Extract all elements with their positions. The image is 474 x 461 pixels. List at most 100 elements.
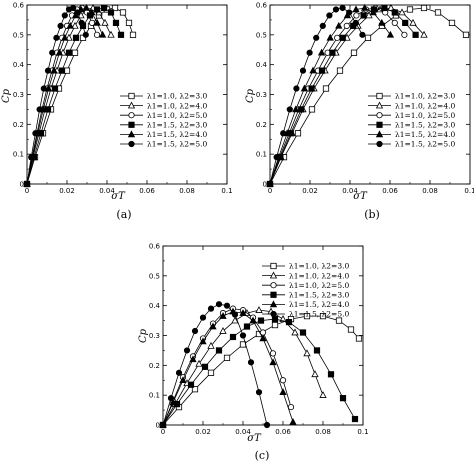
data-point	[201, 363, 209, 370]
x-tick-label: 0.06	[275, 428, 291, 436]
data-point	[420, 4, 428, 12]
data-point	[101, 18, 109, 26]
data-point	[239, 332, 247, 339]
data-point	[215, 301, 223, 308]
data-point	[82, 3, 91, 11]
y-tick-label: 0.4	[256, 61, 268, 69]
data-point	[266, 180, 274, 188]
data-point	[406, 6, 414, 13]
data-point	[309, 66, 317, 74]
legend-entry: λ1=1.5, λ2=5.0	[395, 140, 455, 149]
y-tick-label: 0.6	[149, 243, 161, 251]
data-point	[249, 316, 257, 324]
data-point	[223, 354, 231, 361]
data-point	[183, 347, 191, 354]
legend-marker	[127, 130, 136, 138]
legend-marker	[128, 121, 135, 128]
data-point	[169, 398, 177, 406]
data-point	[322, 85, 330, 92]
data-point	[57, 22, 64, 29]
data-point	[191, 327, 199, 335]
data-point	[44, 67, 52, 74]
data-point	[332, 6, 340, 13]
data-point	[93, 18, 101, 26]
data-point	[40, 85, 47, 92]
data-point	[71, 21, 79, 29]
data-point	[93, 6, 101, 13]
y-tick-label: 0.1	[256, 151, 267, 159]
data-point	[360, 12, 367, 19]
data-point	[119, 9, 127, 16]
y-tick-label: 0.3	[149, 332, 160, 340]
series-line	[162, 303, 268, 426]
data-point	[386, 30, 395, 38]
data-point	[88, 8, 96, 16]
legend: λ1=1.0, λ2=3.0λ1=1.0, λ2=4.0λ1=1.0, λ2=5…	[368, 92, 455, 149]
x-tick-label: 0	[161, 428, 165, 436]
data-point	[207, 305, 215, 312]
data-point	[239, 309, 247, 316]
data-point	[61, 33, 69, 41]
data-point	[269, 350, 277, 357]
legend-marker	[376, 121, 383, 128]
data-point	[50, 66, 58, 74]
data-point	[187, 381, 195, 388]
data-point	[359, 31, 366, 38]
data-point	[336, 67, 344, 74]
legend-marker	[376, 112, 383, 119]
series-4	[159, 315, 359, 429]
series-6	[266, 4, 366, 188]
y-tick-label: 0.2	[13, 121, 24, 129]
data-point	[243, 323, 251, 330]
data-point	[326, 33, 334, 41]
data-point	[107, 9, 115, 16]
x-tick-label: 0.04	[99, 187, 115, 195]
data-point	[299, 329, 307, 336]
series-line	[162, 311, 294, 426]
x-tick-label: 0.04	[342, 187, 358, 195]
data-point	[346, 9, 353, 16]
data-point	[353, 12, 360, 19]
y-tick-label: 0.2	[256, 121, 267, 129]
data-point	[271, 315, 279, 323]
data-point	[77, 11, 85, 19]
x-tick-label: 0.08	[315, 428, 331, 436]
data-point	[412, 31, 419, 38]
legend-marker	[127, 101, 136, 109]
data-point	[189, 355, 197, 363]
data-point	[311, 370, 319, 378]
data-point	[74, 9, 81, 16]
panel-label: (b)	[364, 208, 380, 221]
data-point	[82, 31, 89, 38]
data-point	[65, 49, 73, 56]
series-5	[159, 307, 297, 428]
data-point	[335, 21, 343, 29]
data-point	[327, 371, 335, 378]
legend-marker	[376, 140, 383, 148]
data-point	[44, 84, 53, 92]
data-point	[313, 34, 320, 41]
data-point	[112, 19, 120, 27]
data-point	[49, 49, 56, 56]
legend-marker	[376, 92, 383, 100]
data-point	[387, 3, 395, 11]
x-tick-label: 0.08	[422, 187, 438, 195]
data-point	[360, 3, 369, 11]
chart-panel-b: 0 0.02 0.04 0.06 0.08 0.1 0 0.1 0.2 0.3 0.4 0.5 0.6 σ…	[245, 2, 474, 222]
legend-entry: λ1=1.5, λ2=4.0	[147, 130, 207, 139]
data-point	[88, 19, 96, 26]
data-point	[63, 67, 71, 74]
legend: λ1=1.0, λ2=3.0λ1=1.0, λ2=4.0λ1=1.0, λ2=5…	[262, 262, 349, 319]
data-point	[299, 67, 307, 74]
data-point	[66, 21, 74, 29]
y-tick-label: 0	[20, 181, 24, 189]
data-point	[207, 341, 215, 349]
data-point	[462, 31, 470, 38]
legend-marker	[269, 300, 278, 308]
data-point	[199, 337, 207, 345]
legend-marker	[375, 101, 384, 109]
data-point	[306, 49, 313, 56]
data-point	[191, 386, 199, 393]
data-point	[100, 4, 108, 12]
data-point	[391, 19, 398, 26]
